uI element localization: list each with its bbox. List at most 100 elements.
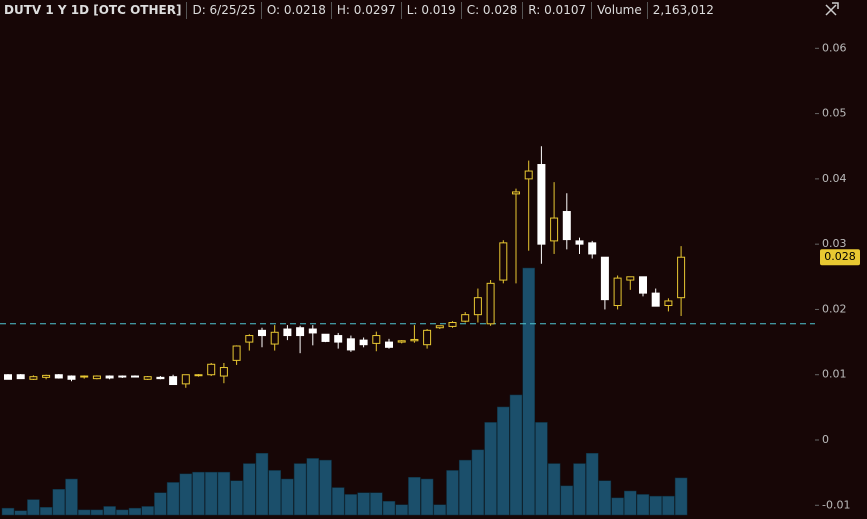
candle-body (42, 374, 51, 378)
candle-body (512, 191, 520, 195)
volume-bar (166, 482, 180, 516)
volume-bar (573, 463, 586, 516)
volume-bar (52, 489, 66, 516)
candle-body (321, 333, 330, 342)
header-field: DUTV 1 Y 1D [OTC OTHER] (0, 2, 188, 19)
candle-body (4, 374, 12, 380)
candle-body (359, 339, 368, 346)
header-field: 2,163,012 (652, 3, 714, 17)
y-tick-label: 0.01 (822, 368, 847, 381)
volume-bar (522, 267, 535, 516)
volume-bar (281, 478, 294, 516)
candle-body (435, 325, 444, 329)
candle-body (54, 374, 63, 379)
candle-body (118, 375, 127, 378)
candle-body (537, 164, 546, 245)
volume-bar (420, 478, 434, 516)
volume-bar (293, 463, 307, 516)
y-tick-label: 0.02 (822, 302, 847, 315)
header-field: L: 0.019 (402, 2, 462, 19)
header-bar: DUTV 1 Y 1D [OTC OTHER] D: 6/25/25 O: 0.02… (0, 0, 719, 21)
volume-bar (306, 458, 320, 516)
candle-body (181, 374, 190, 385)
volume-bar (103, 506, 116, 516)
candle-body (346, 338, 355, 351)
volume-bar (116, 509, 129, 516)
header-field: H: 0.0297 (332, 2, 402, 19)
header-field: C: 0.028 (462, 2, 524, 19)
last-price-label: 0.028 (824, 250, 856, 263)
volume-bar (128, 507, 142, 516)
candle-body (550, 217, 559, 242)
volume-bar (370, 492, 383, 516)
volume-bar (179, 473, 193, 516)
header-field: R: 0.0107 (523, 2, 593, 19)
volume-bar (1, 507, 15, 516)
volume-bar (141, 506, 154, 516)
volume-bar (27, 499, 40, 516)
candle-body (194, 374, 203, 377)
candle-body (499, 242, 508, 281)
volume-bar (458, 459, 472, 516)
candle-body (677, 256, 686, 299)
y-tick-label: 0.03 (822, 237, 847, 250)
candle-body (245, 335, 254, 343)
candle-body (258, 329, 266, 337)
candle-body (575, 240, 584, 245)
plot-layer (0, 146, 815, 516)
volume-bar (624, 490, 637, 516)
volume-bar (217, 471, 231, 516)
volume-bar (598, 480, 612, 516)
candle-body (67, 375, 76, 380)
candle-body (283, 328, 292, 337)
volume-bar (14, 510, 27, 516)
volume-bar (662, 495, 675, 516)
candle-body (461, 314, 470, 322)
volume-bar (268, 470, 281, 516)
candle-body (486, 282, 495, 325)
volume-bar (471, 449, 485, 516)
volume-bar (357, 492, 370, 516)
volume-bar (509, 394, 523, 516)
candle-body (270, 331, 279, 345)
candle-body (664, 300, 673, 307)
candle-body (613, 277, 622, 307)
candle-body (232, 345, 241, 361)
candle-body (385, 341, 393, 348)
volume-bar (674, 477, 688, 516)
volume-bar (77, 509, 91, 516)
header-field: D: 6/25/25 (187, 2, 262, 19)
candle-body (105, 375, 114, 379)
volume-bar (255, 453, 269, 516)
volume-bar (90, 509, 104, 516)
candle-body (626, 276, 635, 281)
volume-bar (547, 463, 561, 516)
candle-body (410, 338, 419, 342)
icon-glyph (825, 2, 839, 16)
y-tick-label: 0.05 (822, 107, 847, 120)
candle-body (562, 211, 571, 241)
candle-body (219, 367, 228, 377)
settings-icon[interactable] (825, 2, 839, 16)
y-tick-label: -0.01 (822, 498, 850, 511)
candle-body (296, 327, 305, 337)
header-field: O: 0.0218 (262, 2, 332, 19)
y-tick-label: 0.06 (822, 41, 847, 54)
volume-bar (65, 478, 78, 516)
volume-bar (408, 477, 421, 516)
volume-bar (39, 507, 53, 516)
volume-bar (192, 471, 205, 516)
volume-bar (585, 453, 599, 516)
candle-body (334, 335, 343, 343)
volume-bar (649, 495, 662, 516)
candle-body (588, 242, 597, 255)
volume-bar (230, 480, 243, 516)
last-price-tag (820, 249, 860, 266)
volume-bar (484, 422, 497, 516)
volume-bar (344, 494, 358, 516)
candle-body (169, 376, 178, 386)
volume-bar (154, 492, 167, 516)
candle-body (397, 340, 406, 343)
